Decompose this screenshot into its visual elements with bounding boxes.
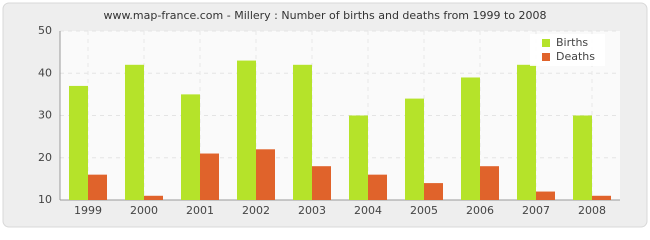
bar (293, 64, 312, 200)
chart-title: www.map-france.com - Millery : Number of… (103, 9, 546, 22)
legend-label: Deaths (556, 50, 595, 63)
x-tick-label: 2001 (186, 204, 214, 217)
x-tick-label: 2005 (410, 204, 438, 217)
y-tick-label: 50 (38, 24, 52, 37)
chart: www.map-france.com - Millery : Number of… (2, 2, 648, 228)
x-tick-label: 2000 (130, 204, 158, 217)
x-tick-label: 2004 (354, 204, 382, 217)
bar (461, 77, 480, 200)
y-tick-label: 20 (38, 151, 52, 164)
x-tick-label: 2003 (298, 204, 326, 217)
bar (480, 166, 499, 200)
bar (424, 183, 443, 200)
bar (536, 191, 555, 200)
bar (181, 94, 200, 200)
bar (573, 115, 592, 200)
bar (256, 149, 275, 200)
bar (88, 174, 107, 200)
bar (237, 60, 256, 201)
bar (312, 166, 331, 200)
x-tick-label: 2007 (522, 204, 550, 217)
bar (349, 115, 368, 200)
x-tick-label: 2006 (466, 204, 494, 217)
bar (517, 64, 536, 200)
legend-swatch (542, 39, 550, 47)
bar (69, 85, 88, 200)
bar (125, 64, 144, 200)
bar (405, 98, 424, 200)
page: {"chart_data": {"type": "bar", "title": … (2, 2, 648, 228)
y-tick-label: 40 (38, 66, 52, 79)
bar (368, 174, 387, 200)
x-tick-label: 2002 (242, 204, 270, 217)
legend-label: Births (556, 36, 588, 49)
x-tick-label: 2008 (578, 204, 606, 217)
bar (144, 195, 163, 200)
y-tick-label: 10 (38, 193, 52, 206)
bar (592, 195, 611, 200)
y-tick-label: 30 (38, 109, 52, 122)
bar (200, 153, 219, 200)
legend-swatch (542, 53, 550, 61)
x-tick-label: 1999 (74, 204, 102, 217)
